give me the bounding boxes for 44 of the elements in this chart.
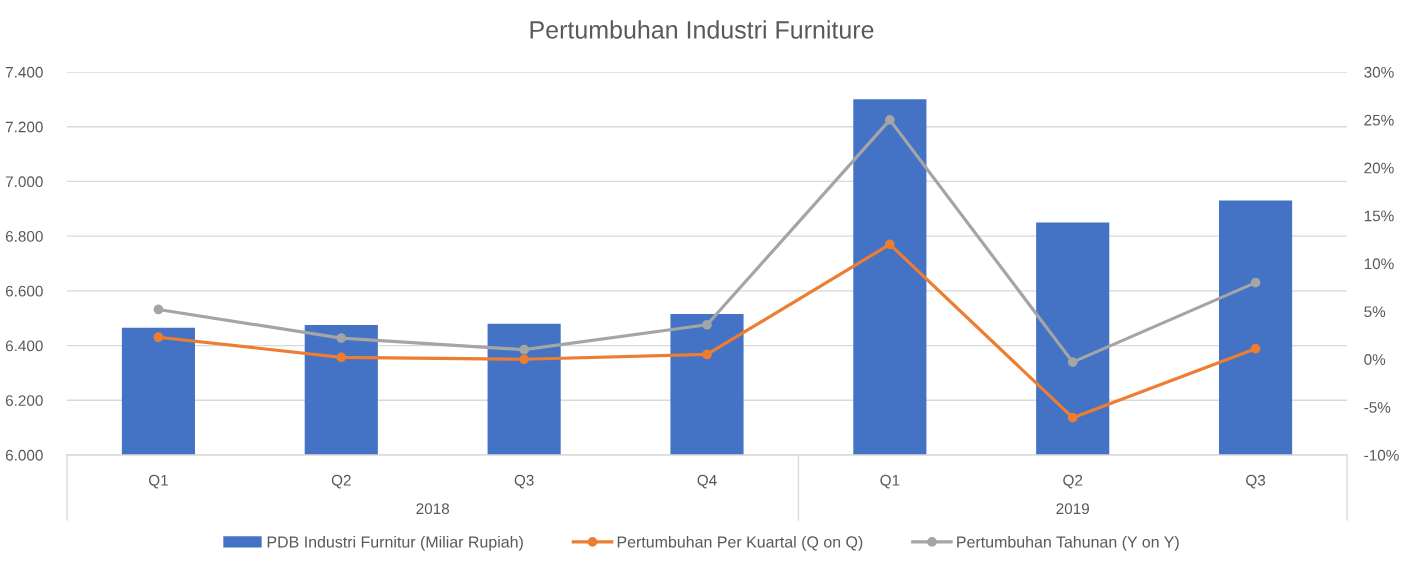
y2-tick-label: 0% xyxy=(1364,354,1386,365)
point xyxy=(884,115,895,125)
y-tick-label: 6.600 xyxy=(5,285,43,297)
point xyxy=(153,304,164,315)
point xyxy=(519,344,530,355)
y2-tick-label: -5% xyxy=(1364,402,1391,413)
y2-tick-label: 15% xyxy=(1364,210,1394,222)
y-tick-label: 6.800 xyxy=(5,231,43,242)
point xyxy=(519,354,530,365)
y-tick-label: 7.200 xyxy=(5,121,43,133)
y-tick-label: 6.400 xyxy=(5,340,43,352)
x-tick-label: Q2 xyxy=(331,474,351,489)
x-tick-label: Q3 xyxy=(1246,474,1266,489)
legend-label: Pertumbuhan Per Kuartal (Q on Q) xyxy=(617,535,863,551)
legend-label: PDB Industri Furnitur (Miliar Rupiah) xyxy=(267,535,523,551)
y-tick-label: 6.000 xyxy=(5,449,43,461)
y-tick-label: 7.400 xyxy=(5,66,43,78)
y2-tick-label: 25% xyxy=(1364,114,1394,126)
chart-title: Pertumbuhan Industri Furniture xyxy=(530,20,874,39)
y-tick-label: 7.000 xyxy=(5,176,43,188)
legend-label: Pertumbuhan Tahunan (Y on Y) xyxy=(957,535,1179,551)
x-tick-label: Q3 xyxy=(514,474,534,489)
y2-tick-label: 5% xyxy=(1364,306,1386,318)
point xyxy=(1250,343,1261,354)
point xyxy=(702,349,712,360)
point xyxy=(884,239,895,250)
y2-tick-label: 10% xyxy=(1364,258,1394,270)
point xyxy=(336,333,347,344)
point xyxy=(153,332,164,343)
y2-tick-label: 30% xyxy=(1364,66,1394,78)
x-tick-label: Q1 xyxy=(880,474,900,489)
y2-tick-label: -10% xyxy=(1364,449,1399,461)
point xyxy=(1067,357,1078,367)
x-tick-label: Q2 xyxy=(1063,474,1083,489)
y2-tick-label: 20% xyxy=(1364,162,1394,174)
point xyxy=(336,352,347,363)
text: 2019 xyxy=(1056,503,1089,515)
point xyxy=(702,319,712,330)
point xyxy=(1250,277,1261,288)
x-tick-label: Q4 xyxy=(697,474,717,489)
text: 2018 xyxy=(416,503,450,515)
point xyxy=(1067,412,1078,423)
y-tick-label: 6.200 xyxy=(5,395,43,406)
x-tick-label: Q1 xyxy=(148,474,168,489)
